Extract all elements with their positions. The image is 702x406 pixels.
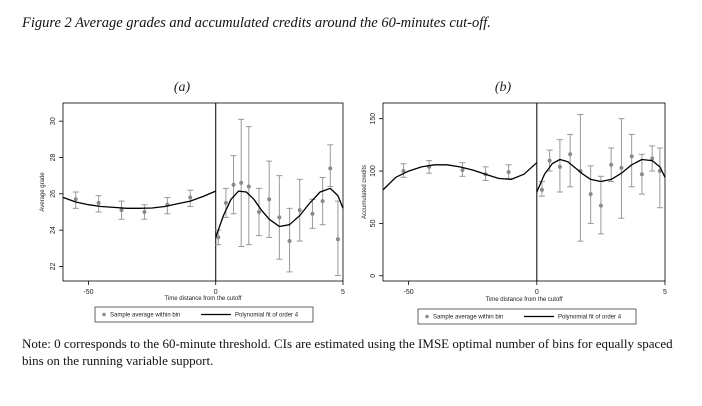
- poly-fit-left: [62, 190, 216, 209]
- bin-mean-point: [257, 209, 261, 214]
- bin-mean-point: [142, 209, 147, 214]
- bin-mean-point: [328, 166, 333, 171]
- bin-mean-point: [287, 239, 292, 244]
- y-tick-label: 0: [370, 274, 377, 278]
- poly-fit-left: [382, 162, 538, 191]
- bin-mean-point: [310, 211, 315, 216]
- figure-note: Note: 0 corresponds to the 60-minute thr…: [22, 336, 673, 368]
- bin-mean-point: [246, 184, 251, 189]
- bin-mean-point: [335, 237, 340, 242]
- y-tick-label: 150: [370, 113, 377, 125]
- bin-mean-point: [320, 199, 325, 204]
- bin-mean-point: [119, 208, 124, 213]
- bin-mean-point: [619, 165, 624, 170]
- y-tick-label: 22: [50, 262, 57, 270]
- bin-mean-point: [297, 208, 302, 213]
- bin-mean-point: [277, 215, 282, 220]
- bin-mean-point: [557, 164, 562, 169]
- bin-mean-point: [547, 158, 552, 163]
- y-tick-label: 30: [50, 117, 57, 125]
- bin-mean-point: [223, 200, 228, 205]
- legend-entry-bins: Sample average within bin: [110, 313, 180, 319]
- legend-marker-point: [102, 312, 106, 317]
- x-tick-label: -50: [404, 289, 414, 296]
- y-tick-label: 24: [50, 226, 57, 234]
- bin-mean-point: [506, 170, 511, 175]
- x-tick-label: 5: [341, 289, 345, 296]
- figure-title: Figure 2 Average grades and accumulated …: [22, 15, 491, 31]
- bin-mean-point: [650, 156, 655, 161]
- bin-mean-point: [231, 182, 236, 187]
- panel-label: (a): [174, 80, 191, 95]
- bin-mean-point: [568, 152, 573, 157]
- bin-mean-point: [639, 172, 644, 177]
- x-tick-label: 5: [663, 289, 667, 296]
- x-tick-label: -50: [83, 289, 93, 296]
- plot-frame: [62, 102, 344, 282]
- bin-mean-point: [460, 168, 465, 173]
- chart-legend: Sample average within bin Polynomial fit …: [417, 308, 637, 325]
- panel-label: (b): [495, 80, 512, 95]
- bin-mean-point: [588, 192, 593, 197]
- bin-mean-point: [96, 200, 101, 205]
- bin-mean-point: [598, 203, 603, 208]
- bin-mean-point: [629, 154, 634, 159]
- y-tick-label: 26: [50, 190, 57, 198]
- bin-mean-point: [267, 197, 272, 202]
- bin-mean-point: [609, 162, 614, 167]
- bin-mean-point: [539, 187, 544, 192]
- poly-fit-right: [536, 158, 666, 193]
- bin-mean-point: [188, 195, 193, 200]
- x-tick-label: 0: [535, 289, 539, 296]
- chart-panel-b: (b) 0 50 100 150 -50 0 5 Time distance from the …: [362, 80, 667, 325]
- x-axis-label: Time distance from the cutoff: [164, 296, 241, 302]
- y-tick-label: 100: [370, 165, 377, 177]
- legend-entry-fit: Polynomial fit of order 4: [558, 315, 622, 321]
- legend-entry-bins: Sample average within bin: [433, 315, 503, 321]
- bin-mean-point: [401, 169, 406, 174]
- y-tick-label: 28: [50, 153, 57, 161]
- legend-entry-fit: Polynomial fit of order 4: [235, 313, 299, 319]
- y-axis-label: Average grade: [40, 172, 46, 212]
- bin-mean-point: [239, 180, 244, 185]
- chart-legend: Sample average within bin Polynomial fit …: [94, 306, 314, 323]
- plot-frame: [382, 102, 666, 282]
- x-axis-label: Time distance from the cutoff: [485, 297, 562, 303]
- chart-panel-a: (a) 22 24 26 28 30 -50 0 5 Time distance from the…: [40, 80, 345, 323]
- legend-marker-point: [425, 314, 429, 319]
- x-tick-label: 0: [214, 289, 218, 296]
- y-tick-label: 50: [370, 219, 377, 227]
- bin-mean-point: [216, 235, 221, 240]
- bin-mean-point: [73, 197, 78, 202]
- poly-fit-right: [215, 187, 344, 238]
- y-axis-label: Accumulated credits: [362, 165, 368, 219]
